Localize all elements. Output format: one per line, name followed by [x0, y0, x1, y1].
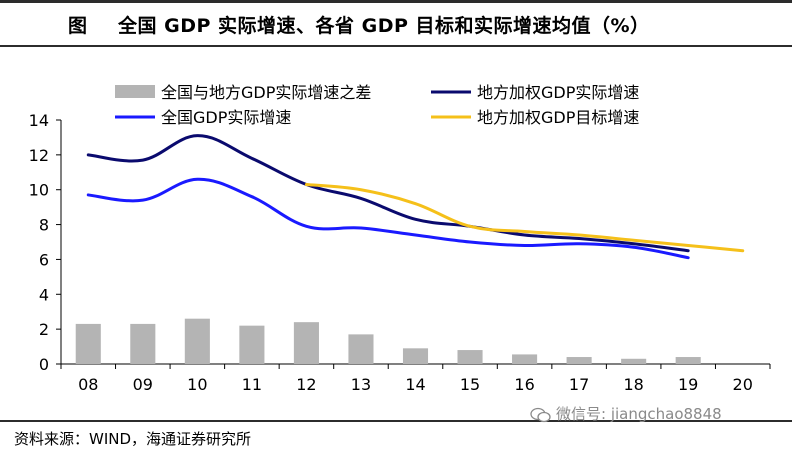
- x-tick-label: 15: [460, 375, 480, 394]
- gap-bar: [512, 354, 538, 364]
- chart: 0 2 4 6 8 10 12 14 08 09 10 11 12 13 14 15 16 17 18 19 20 全国与…: [29, 83, 771, 394]
- gap-bar: [457, 350, 483, 364]
- x-tick-label: 18: [623, 375, 643, 394]
- gap-bar: [675, 357, 701, 364]
- wechat-icon: [530, 407, 551, 422]
- gap-bar: [239, 325, 265, 364]
- watermark: 微信号: jiangchao8848: [530, 403, 722, 424]
- x-tick-label: 10: [187, 375, 207, 394]
- y-tick-label: 4: [39, 285, 49, 304]
- x-tick-label: 19: [678, 375, 698, 394]
- x-tick-label: 13: [351, 375, 371, 394]
- legend-label: 地方加权GDP目标增速: [477, 108, 639, 127]
- y-tick-label: 0: [39, 355, 49, 374]
- x-tick-label: 09: [133, 375, 153, 394]
- x-tick-label: 14: [405, 375, 425, 394]
- gap-bar: [293, 322, 319, 364]
- x-tick-label: 17: [569, 375, 589, 394]
- x-tick-label: 16: [514, 375, 534, 394]
- chart-title: 全国 GDP 实际增速、各省 GDP 目标和实际增速均值（%）: [118, 15, 650, 37]
- legend-label: 全国GDP实际增速: [161, 108, 291, 127]
- gap-bar: [130, 323, 156, 364]
- x-tick-label: 12: [296, 375, 316, 394]
- legend-swatch-bar: [115, 85, 155, 98]
- y-tick-label: 14: [29, 111, 49, 130]
- y-tick-label: 10: [29, 181, 49, 200]
- x-tick-label: 08: [78, 375, 98, 394]
- gap-bar: [566, 357, 592, 364]
- gap-bar: [348, 334, 374, 364]
- legend-label: 全国与地方GDP实际增速之差: [161, 83, 371, 102]
- watermark-text: 微信号: jiangchao8848: [556, 405, 722, 423]
- y-tick-label: 8: [39, 216, 49, 235]
- x-tick-label: 20: [733, 375, 753, 394]
- figure-prefix: 图: [68, 15, 88, 37]
- gap-bar: [402, 348, 429, 364]
- x-tick-label: 11: [242, 375, 262, 394]
- line-weighted-target: [304, 182, 745, 253]
- y-tick-label: 6: [39, 250, 49, 269]
- bottom-rule: [0, 420, 792, 422]
- line-weighted-actual: [86, 134, 690, 253]
- gap-bar: [621, 358, 647, 364]
- gap-bar: [184, 318, 210, 364]
- title-bar: 图 全国 GDP 实际增速、各省 GDP 目标和实际增速均值（%）: [0, 0, 792, 47]
- y-tick-label: 2: [39, 320, 49, 339]
- source-note: 资料来源：WIND，海通证券研究所: [14, 430, 252, 448]
- legend-label: 地方加权GDP实际增速: [477, 83, 639, 102]
- line-national: [86, 177, 690, 260]
- gap-bar: [75, 323, 101, 364]
- y-tick-label: 12: [29, 146, 49, 165]
